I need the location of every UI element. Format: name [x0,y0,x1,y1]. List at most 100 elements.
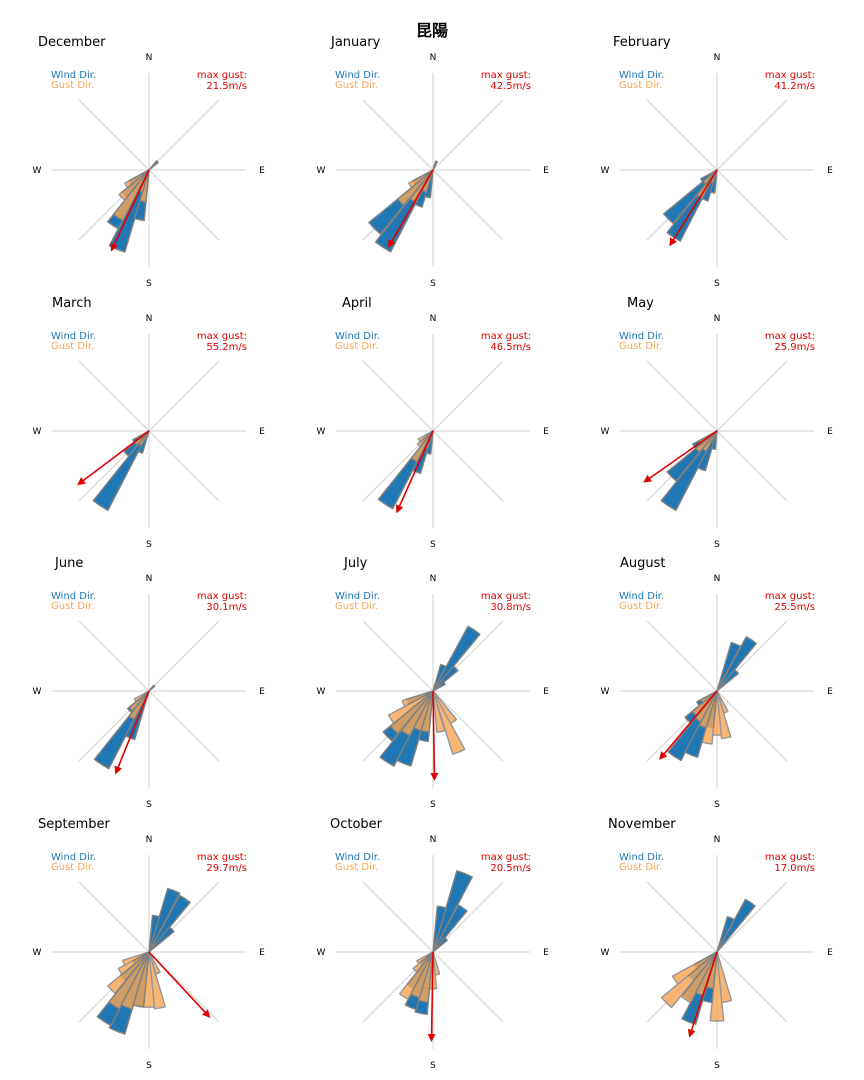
legend-gust-dir: Gust Dir. [51,601,94,612]
cardinal-s: S [714,800,720,810]
cardinal-s: S [714,279,720,289]
legend-wind-dir: Wind Dir. [51,852,96,863]
max-gust-value: 30.8m/s [490,602,531,613]
cardinal-s: S [430,800,436,810]
panel-month-title: October [330,817,383,832]
gust-bar [409,169,434,204]
gust-bar [399,951,434,1001]
max-gust-value: 55.2m/s [206,342,247,353]
panel-month-title: September [38,817,111,832]
gust-bar [142,951,156,1008]
max-gust-arrow [395,430,434,514]
legend-gust-dir: Gust Dir. [335,601,378,612]
gust-bars [387,690,466,755]
cardinal-e: E [259,948,265,958]
legend-wind-dir: Wind Dir. [619,591,664,602]
cardinal-e: E [827,948,833,958]
cardinal-e: E [827,166,833,176]
max-gust-label: max gust: [197,852,247,863]
max-gust-arrow [110,169,150,252]
gust-bar [680,951,718,1004]
wind-bar [432,663,447,692]
max-gust-value: 20.5m/s [490,863,531,874]
wind-bar [148,160,159,171]
max-gust-arrow [659,690,718,760]
max-gust-value: 17.0m/s [774,863,815,874]
gust-bar [410,951,434,999]
gust-bar [396,169,434,207]
wind-rose-panel: March N E S W Wind Dir.Gust Dir. max gust:55.2… [33,296,266,550]
cardinal-w: W [601,166,610,176]
cardinal-w: W [317,166,326,176]
gust-bar [702,169,718,185]
legend-wind-dir: Wind Dir. [51,70,96,81]
legend-wind-dir: Wind Dir. [619,331,664,342]
cardinal-s: S [146,800,152,810]
cardinal-e: E [827,427,833,437]
gust-bar [112,169,150,222]
gust-bar [417,430,434,443]
max-gust-label: max gust: [481,70,531,81]
cardinal-n: N [714,835,721,845]
cardinal-n: N [430,574,437,584]
max-gust-value: 29.7m/s [206,863,247,874]
cardinal-n: N [714,53,721,63]
max-gust-label: max gust: [765,70,815,81]
cardinal-s: S [430,279,436,289]
max-gust-label: max gust: [765,852,815,863]
legend-gust-dir: Gust Dir. [51,341,94,352]
gust-bar [695,430,718,453]
wind-bar [432,905,447,953]
gust-bar [408,169,434,189]
gust-bar [389,690,434,735]
gust-bars [691,690,732,745]
wind-bar [148,684,156,692]
wind-bar [432,904,468,953]
wind-bar [716,641,742,692]
cardinal-e: E [543,166,549,176]
panel-month-title: August [620,556,666,571]
legend-wind-dir: Wind Dir. [619,852,664,863]
panel-month-title: July [343,556,368,571]
wind-bar [432,870,473,953]
wind-bar [716,669,739,692]
gust-bar [432,690,458,725]
gust-bars [107,951,166,1011]
max-gust-arrow [643,430,718,483]
gust-bar [712,690,722,736]
gust-bar [400,690,434,737]
wind-rose-panel: September N E S W Wind Dir.Gust Dir. max gust:… [33,817,266,1071]
cardinal-n: N [714,314,721,324]
wind-bar [148,887,181,953]
wind-bar [716,636,757,692]
max-gust-arrow [427,951,436,1042]
wind-rose-panel: May N E S W Wind Dir.Gust Dir. max gust:25.9m/… [601,296,834,550]
legend-wind-dir: Wind Dir. [335,70,380,81]
gust-bar [660,951,718,1009]
max-gust-value: 41.2m/s [774,81,815,92]
cardinal-s: S [146,279,152,289]
cardinal-e: E [543,948,549,958]
gust-bar [716,690,729,714]
max-gust-arrow [669,169,718,247]
gust-bars [396,169,434,207]
cardinal-w: W [601,687,610,697]
max-gust-value: 46.5m/s [490,342,531,353]
gust-bar [695,951,718,997]
panel-month-title: January [330,35,381,50]
wind-bar [432,937,448,953]
max-gust-arrow [114,690,150,775]
wind-rose-panel: June N E S W Wind Dir.Gust Dir. max gust:30.1m… [33,556,266,810]
cardinal-w: W [33,687,42,697]
max-gust-label: max gust: [765,591,815,602]
cardinal-s: S [714,540,720,550]
wind-bar [92,430,150,511]
max-gust-arrow [687,951,718,1038]
legend-gust-dir: Gust Dir. [619,341,662,352]
wind-bar [148,894,191,953]
gust-bar [700,690,718,704]
gust-bar [416,951,434,965]
cardinal-n: N [146,53,153,63]
panel-month-title: March [52,296,92,311]
gust-bar [133,690,150,703]
